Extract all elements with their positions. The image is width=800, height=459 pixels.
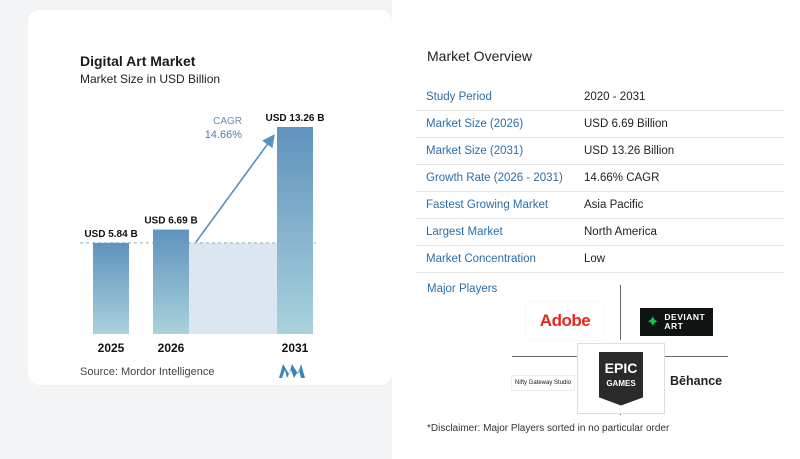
bar [153,229,189,334]
bar [93,242,129,334]
overview-table: Study Period 2020 - 2031 Market Size (2026… [416,84,784,273]
epic-games-logo: EPIC GAMES [577,343,665,414]
epic-games-shield-icon: EPIC GAMES [599,351,643,406]
overview-row: Study Period 2020 - 2031 [416,84,784,111]
cagr-value: 14.66% [205,129,243,141]
bar [277,127,313,334]
overview-row-value: 2020 - 2031 [584,91,646,103]
overview-row-label: Market Size (2026) [426,118,524,130]
overview-row: Largest Market North America [416,219,784,246]
overview-row-value: North America [584,226,657,238]
disclaimer-text: *Disclaimer: Major Players sorted in no … [427,423,670,434]
cagr-label: CAGR [213,116,242,127]
growth-shade [189,242,277,334]
adobe-logo: Adobe [526,302,604,340]
cagr-arrow [195,134,275,243]
chart-title: Digital Art Market [80,53,196,69]
data-label: USD 6.69 B [144,216,197,227]
behance-logo: Bēhance [670,374,723,388]
chart-card: Digital Art Market Market Size in USD Bi… [0,0,392,459]
overview-row-label: Growth Rate (2026 - 2031) [426,172,563,184]
overview-row-label: Fastest Growing Market [426,199,549,211]
overview-row-label: Market Size (2031) [426,145,524,157]
data-label: USD 5.84 B [84,229,137,240]
bar-chart: USD 5.84 B 2025 USD 6.69 B 2026 USD 13.26 B 2… [80,113,325,355]
deviantart-wordmark: DEVIANT ART [664,312,706,331]
data-label: USD 13.26 B [266,113,325,124]
deviantart-mark-icon: ✦ [646,314,660,331]
overview-row: Market Size (2031) USD 13.26 Billion [416,138,784,165]
overview-row-label: Market Concentration [426,253,536,265]
overview-row: Growth Rate (2026 - 2031) 14.66% CAGR [416,165,784,192]
divider-vertical-top [620,285,621,340]
overview-row-value: USD 13.26 Billion [584,145,675,157]
x-tick-label: 2031 [282,341,309,355]
x-tick-label: 2026 [158,341,185,355]
overview-row: Fastest Growing Market Asia Pacific [416,192,784,219]
overview-row-label: Largest Market [426,226,503,238]
deviantart-logo: ✦ DEVIANT ART [640,308,713,336]
overview-row-value: USD 6.69 Billion [584,118,668,130]
overview-row-value: Low [584,253,606,265]
mordor-logo-icon [279,364,305,378]
overview-row-value: 14.66% CAGR [584,172,660,184]
chart-subtitle: Market Size in USD Billion [80,72,221,86]
overview-row: Market Concentration Low [416,246,784,273]
players-title: Major Players [427,283,498,295]
nifty-gateway-logo: Nifty Gateway Studio [511,375,575,391]
overview-title: Market Overview [427,48,533,64]
overview-row-value: Asia Pacific [584,199,644,211]
source-label: Source: Mordor Intelligence [80,366,215,378]
overview-row-label: Study Period [426,91,492,103]
x-tick-label: 2025 [98,341,125,355]
overview-row: Market Size (2026) USD 6.69 Billion [416,111,784,138]
